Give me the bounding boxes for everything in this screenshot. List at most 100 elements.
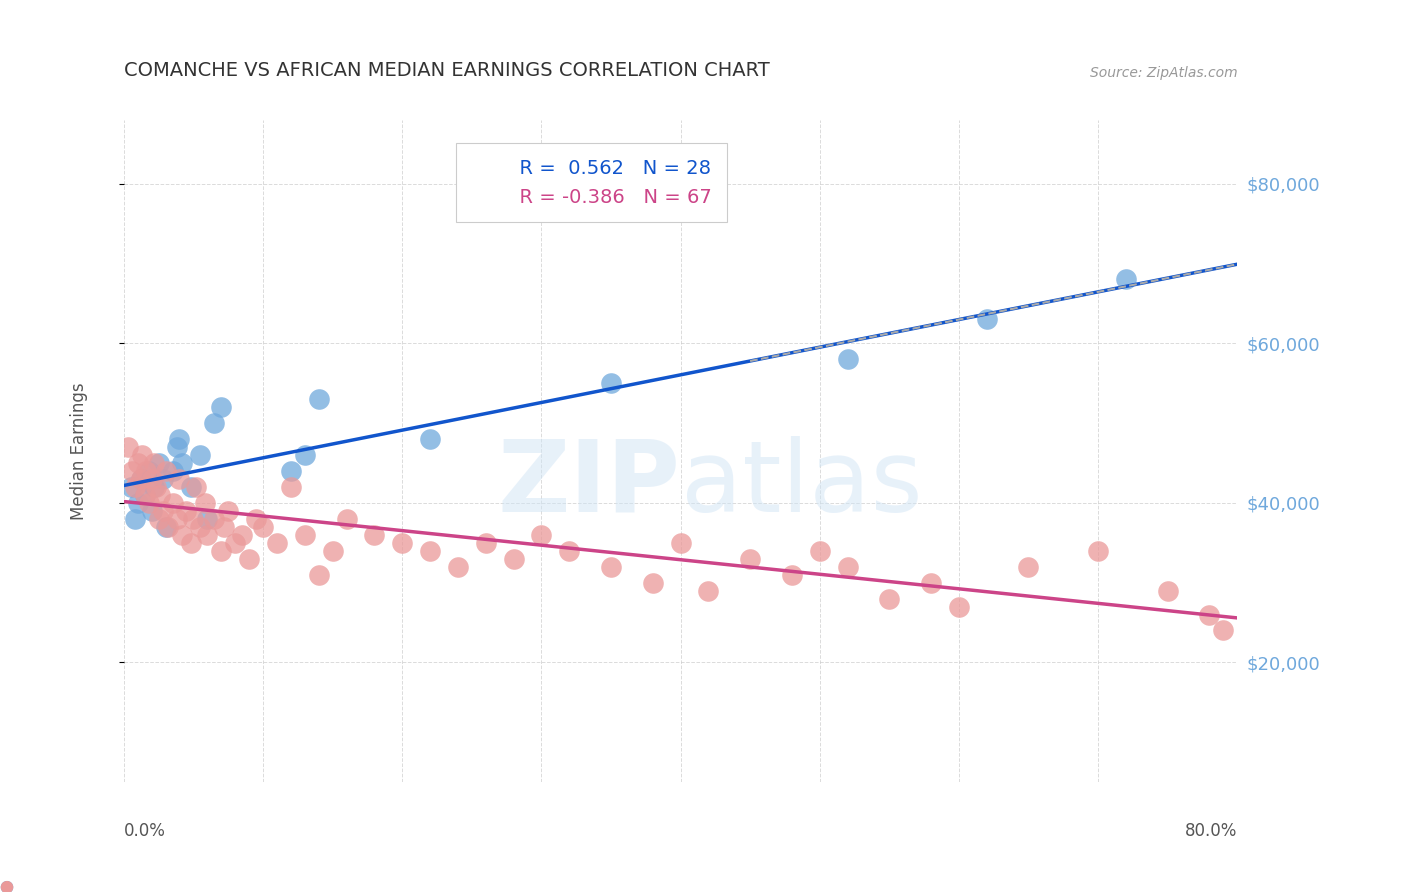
Point — [134, 488, 156, 502]
Point — [1156, 583, 1178, 598]
Point — [127, 456, 149, 470]
Point — [169, 472, 191, 486]
Text: COMANCHE VS AFRICAN MEDIAN EARNINGS CORRELATION CHART: COMANCHE VS AFRICAN MEDIAN EARNINGS CORR… — [124, 61, 769, 80]
Point — [502, 551, 524, 566]
Point — [322, 543, 344, 558]
Point — [837, 352, 859, 367]
Point — [193, 496, 215, 510]
Point — [697, 583, 720, 598]
Point — [202, 416, 225, 430]
Point — [190, 520, 212, 534]
Point — [669, 535, 692, 549]
Point — [131, 448, 153, 462]
Text: ZIP: ZIP — [498, 435, 681, 533]
Point — [224, 535, 246, 549]
Point — [149, 488, 172, 502]
Point — [186, 480, 208, 494]
Point — [127, 496, 149, 510]
Point — [740, 551, 762, 566]
Point — [217, 504, 239, 518]
Point — [245, 512, 267, 526]
Point — [1017, 559, 1039, 574]
Point — [877, 591, 900, 606]
Point — [209, 543, 232, 558]
Point — [155, 520, 177, 534]
Point — [117, 440, 139, 454]
Point — [172, 527, 194, 541]
Point — [124, 512, 146, 526]
Point — [145, 480, 167, 494]
Point — [209, 400, 232, 414]
Text: Source: ZipAtlas.com: Source: ZipAtlas.com — [1090, 66, 1237, 80]
Text: Median Earnings: Median Earnings — [70, 382, 89, 520]
Point — [641, 575, 664, 590]
Point — [138, 496, 160, 510]
Point — [294, 448, 316, 462]
Point — [157, 520, 180, 534]
Point — [212, 520, 235, 534]
Point — [391, 535, 413, 549]
Point — [134, 488, 156, 502]
Point — [1212, 624, 1234, 638]
Point — [600, 559, 623, 574]
Point — [195, 527, 218, 541]
Point — [202, 512, 225, 526]
Point — [148, 456, 170, 470]
Point — [143, 480, 166, 494]
Point — [172, 456, 194, 470]
Point — [162, 496, 184, 510]
Point — [120, 480, 142, 494]
Point — [124, 480, 146, 494]
Point — [176, 504, 198, 518]
Point — [148, 512, 170, 526]
Point — [780, 567, 803, 582]
Point — [169, 432, 191, 446]
Point — [1198, 607, 1220, 622]
Text: 80.0%: 80.0% — [1185, 822, 1237, 840]
Point — [138, 464, 160, 478]
Point — [920, 575, 942, 590]
Point — [141, 504, 163, 518]
Point — [837, 559, 859, 574]
Point — [155, 464, 177, 478]
Point — [190, 448, 212, 462]
Point — [238, 551, 260, 566]
Point — [180, 535, 202, 549]
Point — [152, 472, 174, 486]
Point — [141, 472, 163, 486]
Point — [600, 376, 623, 391]
Point — [976, 312, 998, 326]
Point — [558, 543, 581, 558]
Point — [183, 512, 205, 526]
Point — [252, 520, 274, 534]
Point — [121, 464, 143, 478]
Point — [231, 527, 253, 541]
Point — [363, 527, 385, 541]
Point — [129, 472, 152, 486]
Point — [266, 535, 288, 549]
Point — [143, 456, 166, 470]
Legend:   R =  0.562   N = 28,   R = -0.386   N = 67: R = 0.562 N = 28, R = -0.386 N = 67 — [456, 143, 727, 222]
Point — [129, 472, 152, 486]
Point — [948, 599, 970, 614]
Point — [1115, 272, 1137, 286]
Point — [308, 567, 330, 582]
Point — [1087, 543, 1109, 558]
Point — [808, 543, 831, 558]
Point — [166, 440, 188, 454]
Text: 0.0%: 0.0% — [124, 822, 166, 840]
Point — [180, 480, 202, 494]
Point — [447, 559, 470, 574]
Point — [474, 535, 496, 549]
Point — [294, 527, 316, 541]
Point — [308, 392, 330, 406]
Point — [530, 527, 553, 541]
Text: atlas: atlas — [681, 435, 922, 533]
Point — [135, 464, 157, 478]
Point — [419, 432, 441, 446]
Point — [162, 464, 184, 478]
Point — [195, 512, 218, 526]
Point — [166, 512, 188, 526]
Point — [335, 512, 357, 526]
Point — [152, 504, 174, 518]
